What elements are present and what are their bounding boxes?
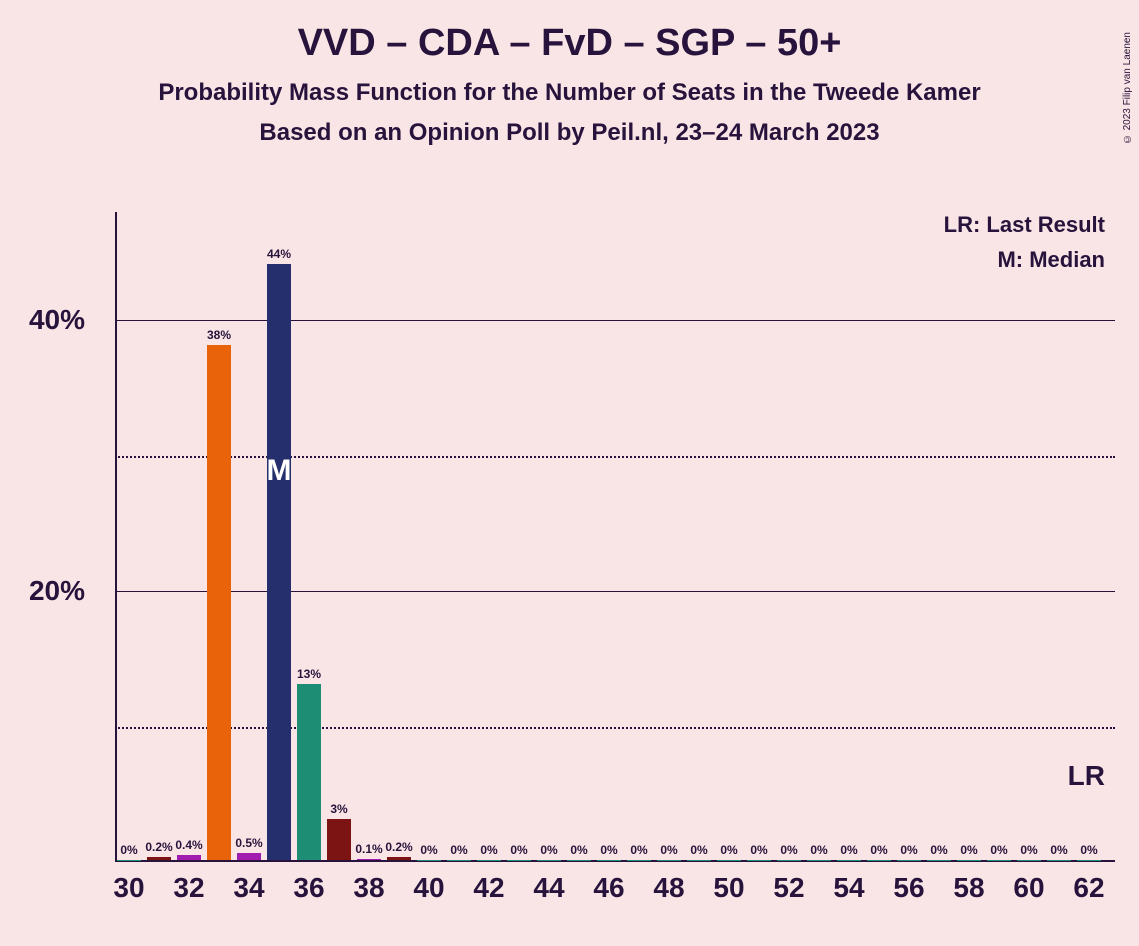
bar-value-label: 0.4%: [175, 838, 202, 852]
x-tick-label: 48: [653, 872, 684, 904]
bar-value-label: 0%: [510, 843, 527, 857]
chart-subtitle-2: Based on an Opinion Poll by Peil.nl, 23–…: [0, 119, 1139, 147]
bar-value-label: 0%: [810, 843, 827, 857]
legend-lr: LR: Last Result: [944, 212, 1105, 238]
gridline-minor: [115, 727, 1115, 729]
x-tick-label: 34: [233, 872, 264, 904]
bar-value-label: 0%: [1020, 843, 1037, 857]
bar-value-label: 38%: [207, 328, 231, 342]
x-tick-label: 50: [713, 872, 744, 904]
bar-value-label: 0%: [120, 843, 137, 857]
bar: [357, 859, 381, 860]
bar-value-label: 13%: [297, 667, 321, 681]
bar-value-label: 0%: [1080, 843, 1097, 857]
gridline-major: [115, 591, 1115, 592]
y-tick-label: 40%: [0, 304, 85, 336]
x-tick-label: 36: [293, 872, 324, 904]
bar: [387, 857, 411, 860]
legend-m: M: Median: [997, 247, 1105, 273]
x-tick-label: 58: [953, 872, 984, 904]
chart-credit: © 2023 Filip van Laenen: [1122, 32, 1133, 144]
bar: [207, 345, 231, 860]
chart-subtitle-1: Probability Mass Function for the Number…: [0, 79, 1139, 107]
bar: [267, 264, 291, 860]
bar-value-label: 0%: [870, 843, 887, 857]
x-tick-label: 56: [893, 872, 924, 904]
x-tick-label: 42: [473, 872, 504, 904]
bar-value-label: 0%: [990, 843, 1007, 857]
bar-value-label: 0%: [450, 843, 467, 857]
bar: [147, 857, 171, 860]
bar-value-label: 0%: [1050, 843, 1067, 857]
x-tick-label: 46: [593, 872, 624, 904]
bar-value-label: 0%: [900, 843, 917, 857]
bar-value-label: 0.1%: [355, 842, 382, 856]
bar-value-label: 3%: [330, 802, 347, 816]
gridline-minor: [115, 456, 1115, 458]
y-axis: [115, 212, 117, 862]
gridline-major: [115, 320, 1115, 321]
median-marker: M: [267, 454, 292, 488]
lr-marker: LR: [1068, 760, 1105, 792]
x-tick-label: 52: [773, 872, 804, 904]
x-tick-label: 44: [533, 872, 564, 904]
bar-value-label: 0%: [720, 843, 737, 857]
bar-value-label: 44%: [267, 247, 291, 261]
bar-value-label: 0%: [750, 843, 767, 857]
bar: [327, 819, 351, 860]
bar: [297, 684, 321, 860]
x-tick-label: 62: [1073, 872, 1104, 904]
bar: [177, 855, 201, 860]
x-tick-label: 38: [353, 872, 384, 904]
bar-value-label: 0%: [840, 843, 857, 857]
x-tick-label: 40: [413, 872, 444, 904]
bar: [237, 853, 261, 860]
bar-value-label: 0.5%: [235, 836, 262, 850]
bar-value-label: 0%: [630, 843, 647, 857]
bar-value-label: 0%: [780, 843, 797, 857]
chart-title: VVD – CDA – FvD – SGP – 50+: [0, 22, 1139, 65]
bar-value-label: 0%: [690, 843, 707, 857]
bar-value-label: 0%: [540, 843, 557, 857]
chart-plot-area: LR: Last Result M: Median 20%40%0%0.2%0.…: [115, 212, 1115, 862]
bar-value-label: 0%: [480, 843, 497, 857]
bar-value-label: 0%: [960, 843, 977, 857]
bar-value-label: 0.2%: [385, 840, 412, 854]
bar-value-label: 0.2%: [145, 840, 172, 854]
bar-value-label: 0%: [600, 843, 617, 857]
bar-value-label: 0%: [420, 843, 437, 857]
y-tick-label: 20%: [0, 575, 85, 607]
bar-value-label: 0%: [570, 843, 587, 857]
x-axis: [115, 860, 1115, 862]
bar-value-label: 0%: [930, 843, 947, 857]
x-tick-label: 30: [113, 872, 144, 904]
bar-value-label: 0%: [660, 843, 677, 857]
x-tick-label: 54: [833, 872, 864, 904]
x-tick-label: 32: [173, 872, 204, 904]
x-tick-label: 60: [1013, 872, 1044, 904]
